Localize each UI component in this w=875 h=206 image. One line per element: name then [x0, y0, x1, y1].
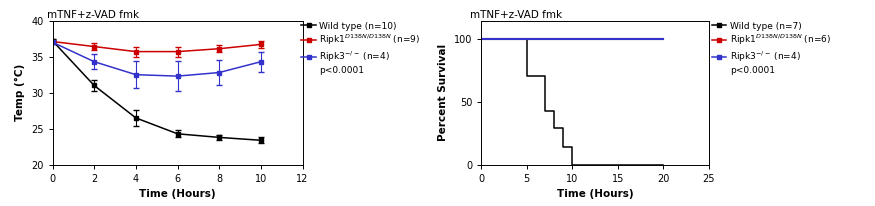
- Text: mTNF+z-VAD fmk: mTNF+z-VAD fmk: [47, 10, 140, 20]
- Text: mTNF+z-VAD fmk: mTNF+z-VAD fmk: [470, 10, 562, 20]
- X-axis label: Time (Hours): Time (Hours): [556, 189, 634, 199]
- Legend: Wild type (n=10), Ripk1$^{D138N/D138N}$ (n=9), Ripk3$^{-/-}$ (n=4), p<0.0001: Wild type (n=10), Ripk1$^{D138N/D138N}$ …: [298, 18, 424, 79]
- Y-axis label: Temp (°C): Temp (°C): [16, 64, 25, 121]
- X-axis label: Time (Hours): Time (Hours): [139, 189, 216, 199]
- Legend: Wild type (n=7), Ripk1$^{D138N/D138N}$ (n=6), Ripk3$^{-/-}$ (n=4), p<0.0001: Wild type (n=7), Ripk1$^{D138N/D138N}$ (…: [708, 18, 835, 79]
- Y-axis label: Percent Survival: Percent Survival: [438, 44, 448, 141]
